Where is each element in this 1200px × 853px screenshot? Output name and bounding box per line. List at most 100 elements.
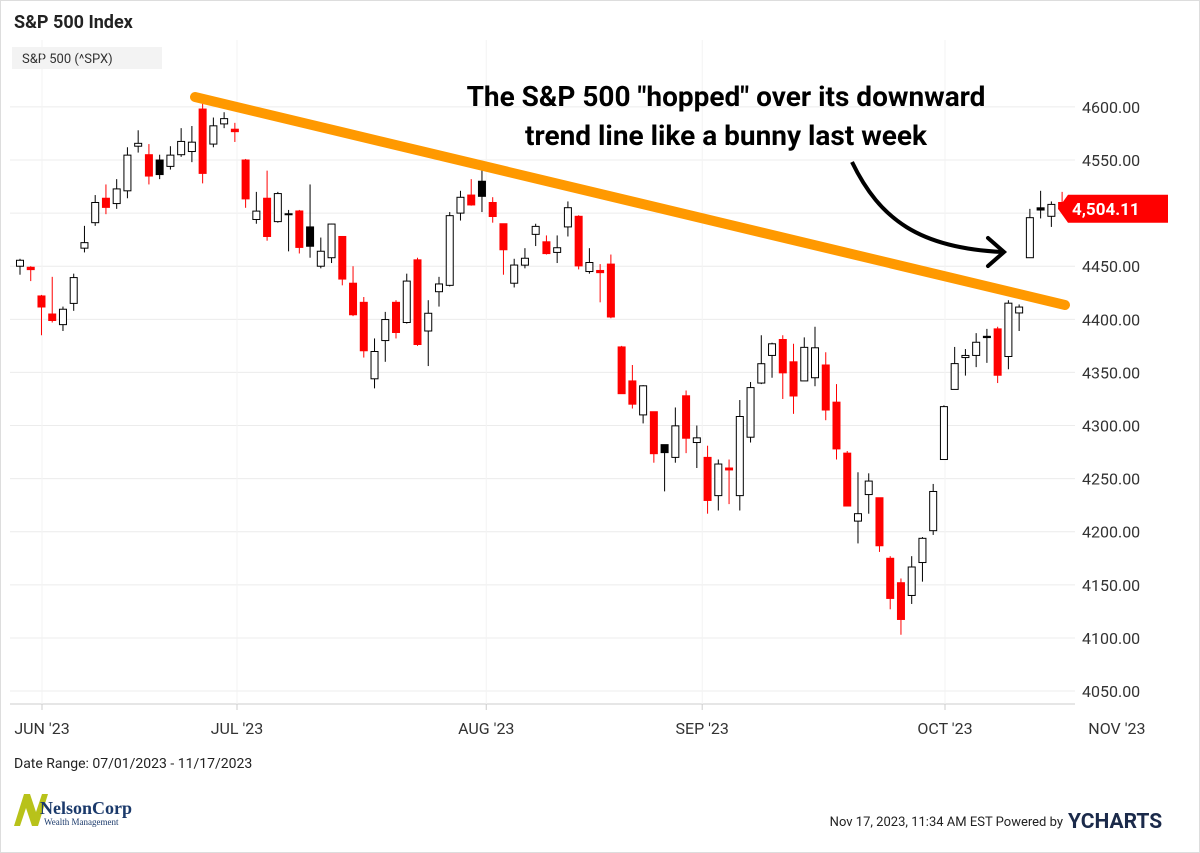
candle-body: [628, 380, 637, 405]
candle-body: [381, 319, 390, 342]
legend-entry: S&P 500 (^SPX): [22, 52, 113, 67]
y-tick-label: 4200.00: [1082, 523, 1140, 542]
y-tick-label: 4350.00: [1082, 363, 1140, 382]
candle-body: [15, 259, 24, 267]
y-tick-label: 4300.00: [1082, 417, 1140, 436]
candle-body: [69, 277, 78, 304]
x-tick-label: JUN '23: [14, 719, 69, 738]
candle-body: [520, 257, 529, 266]
candle-body: [91, 201, 100, 224]
candle-body: [370, 351, 379, 380]
candle-body: [649, 411, 658, 455]
candle-body: [542, 241, 551, 255]
candle-body: [800, 346, 809, 382]
candle-body: [929, 490, 938, 532]
candle-body: [477, 180, 486, 197]
candle-body: [574, 215, 583, 267]
candle-body: [821, 364, 830, 411]
y-tick-label: 4550.00: [1082, 151, 1140, 170]
arrow: [850, 161, 1003, 254]
candle-body: [907, 566, 916, 596]
candle-body: [166, 154, 175, 167]
candle-body: [853, 513, 862, 522]
y-tick-label: 4450.00: [1082, 257, 1140, 276]
y-tick-label: 4600.00: [1082, 98, 1140, 117]
candle-body: [488, 201, 497, 218]
candle-body: [746, 387, 755, 438]
candle-body: [510, 264, 519, 284]
candle-body: [134, 142, 143, 147]
candle-body: [241, 159, 250, 200]
timestamp: Nov 17, 2023, 11:34 AM EST Powered by: [830, 815, 1063, 830]
candle-body: [144, 154, 153, 177]
brand: YCHARTS: [1068, 810, 1162, 834]
candle-body: [359, 301, 368, 352]
candle-body: [768, 343, 777, 356]
x-tick-label: OCT '23: [917, 719, 972, 738]
candle-body: [349, 282, 358, 316]
candle-body: [327, 223, 336, 259]
candle-body: [875, 497, 884, 547]
candle-body: [456, 196, 465, 214]
candle-body: [252, 210, 261, 220]
candle-body: [273, 193, 282, 223]
candle-body: [617, 346, 626, 395]
candle-body: [316, 250, 325, 267]
candle-body: [467, 194, 476, 206]
candle-body: [789, 361, 798, 397]
annotation: trend line like a bunny last week: [525, 119, 928, 152]
x-tick-label: SEP '23: [675, 719, 728, 738]
candle-body: [682, 395, 691, 439]
candle-body: [531, 225, 540, 235]
candle-body: [714, 463, 723, 497]
candle-body: [735, 416, 744, 497]
x-tick-label: NOV '23: [1088, 719, 1145, 738]
candle-body: [596, 269, 605, 274]
candle-body: [553, 247, 562, 253]
candle-body: [811, 347, 820, 379]
x-tick-label: AUG '23: [458, 719, 514, 738]
candle-body: [80, 242, 89, 249]
candle-body: [660, 444, 669, 454]
logo-mark: [14, 794, 48, 826]
candle-body: [209, 125, 218, 145]
last-price-label: 4,504.11: [1072, 200, 1140, 220]
candle-body: [187, 141, 196, 153]
candle-body: [703, 456, 712, 501]
candle-body: [306, 226, 315, 247]
candle-body: [972, 341, 981, 356]
candle-body: [284, 213, 293, 216]
candle-body: [424, 312, 433, 332]
y-tick-label: 4150.00: [1082, 576, 1140, 595]
candle-body: [950, 363, 959, 390]
candle-body: [499, 223, 508, 251]
candle-body: [1036, 207, 1045, 211]
candle-body: [606, 263, 615, 318]
candle-body: [639, 385, 648, 416]
candle-body: [864, 480, 873, 496]
logo-tagline: Wealth Management: [44, 817, 119, 827]
logo-name: NelsonCorp: [40, 798, 132, 818]
annotation: The S&P 500 "hopped" over its downward: [467, 80, 986, 113]
candle-body: [402, 280, 411, 324]
y-tick-label: 4050.00: [1082, 682, 1140, 701]
candle-body: [338, 235, 347, 280]
candle-body: [445, 215, 454, 286]
candle-body: [112, 188, 121, 205]
candle-body: [886, 557, 895, 599]
candle-body: [101, 197, 110, 208]
candle-body: [918, 537, 927, 564]
candle-body: [37, 295, 46, 308]
candle-body: [896, 582, 905, 620]
date-range: Date Range: 07/01/2023 - 11/17/2023: [14, 756, 252, 772]
candle-body: [198, 108, 207, 174]
y-tick-label: 4250.00: [1082, 470, 1140, 489]
legend-box: [12, 47, 162, 69]
candle-body: [778, 339, 787, 374]
candle-body: [1015, 306, 1024, 314]
candle-body: [1025, 217, 1034, 259]
candle-body: [263, 197, 272, 237]
candle-body: [220, 118, 229, 125]
trend-line: [190, 92, 1070, 310]
